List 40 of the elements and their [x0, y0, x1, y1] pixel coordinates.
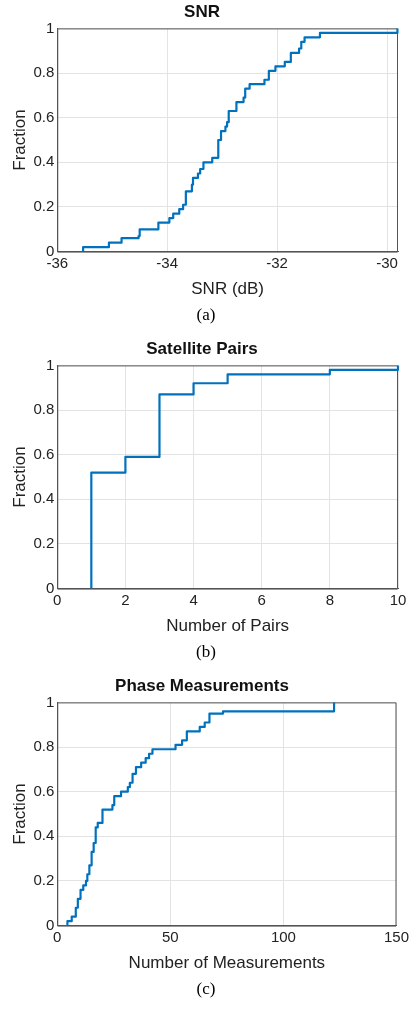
y-tick-label: 0.8 [33, 737, 55, 755]
x-tick-label: 10 [389, 590, 407, 608]
x-tick-label: 6 [257, 590, 266, 608]
chart-title: Satellite Pairs [146, 338, 258, 358]
x-axis-title: SNR (dB) [191, 279, 264, 299]
y-tick-label: 1 [45, 692, 55, 710]
x-tick-label: -30 [376, 253, 398, 271]
x-axis-title: Number of Measurements [128, 953, 326, 973]
text: (c) [195, 979, 217, 999]
x-tick-label: -32 [266, 253, 288, 271]
y-axis-title: Fraction [9, 783, 29, 845]
y-tick-label: 0.2 [33, 871, 55, 889]
y-tick-label: 0.2 [33, 197, 55, 215]
y-tick-label: 0.8 [33, 63, 55, 81]
x-tick-label: 100 [270, 927, 296, 945]
x-tick-label: 4 [189, 590, 198, 608]
y-tick-label: 0.8 [33, 400, 55, 418]
y-tick-label: 0.4 [33, 826, 55, 844]
y-tick-label: 0.6 [33, 781, 55, 799]
y-axis-title: Fraction [9, 109, 29, 171]
text: (b) [195, 642, 217, 662]
chart-title: Phase Measurements [115, 675, 289, 695]
y-tick-label: 0 [45, 578, 55, 596]
x-tick-label: 2 [121, 590, 130, 608]
y-tick-label: 0.2 [33, 534, 55, 552]
text: (a) [195, 305, 217, 325]
chart-title: SNR [184, 1, 220, 21]
x-tick-label: -34 [156, 253, 179, 271]
y-tick-label: 0.4 [33, 152, 55, 170]
y-tick-label: 0 [45, 915, 55, 933]
x-tick-label: 8 [325, 590, 335, 608]
y-tick-label: 0.6 [33, 444, 55, 462]
y-axis-title: Fraction [9, 446, 29, 508]
x-tick-label: 150 [383, 927, 409, 945]
x-tick-label: 50 [161, 927, 179, 945]
y-tick-label: 0.6 [33, 107, 55, 125]
x-axis-title: Number of Pairs [166, 616, 290, 636]
y-tick-label: 0.4 [33, 489, 55, 507]
y-tick-label: 1 [45, 355, 55, 373]
y-tick-label: 1 [45, 18, 55, 36]
